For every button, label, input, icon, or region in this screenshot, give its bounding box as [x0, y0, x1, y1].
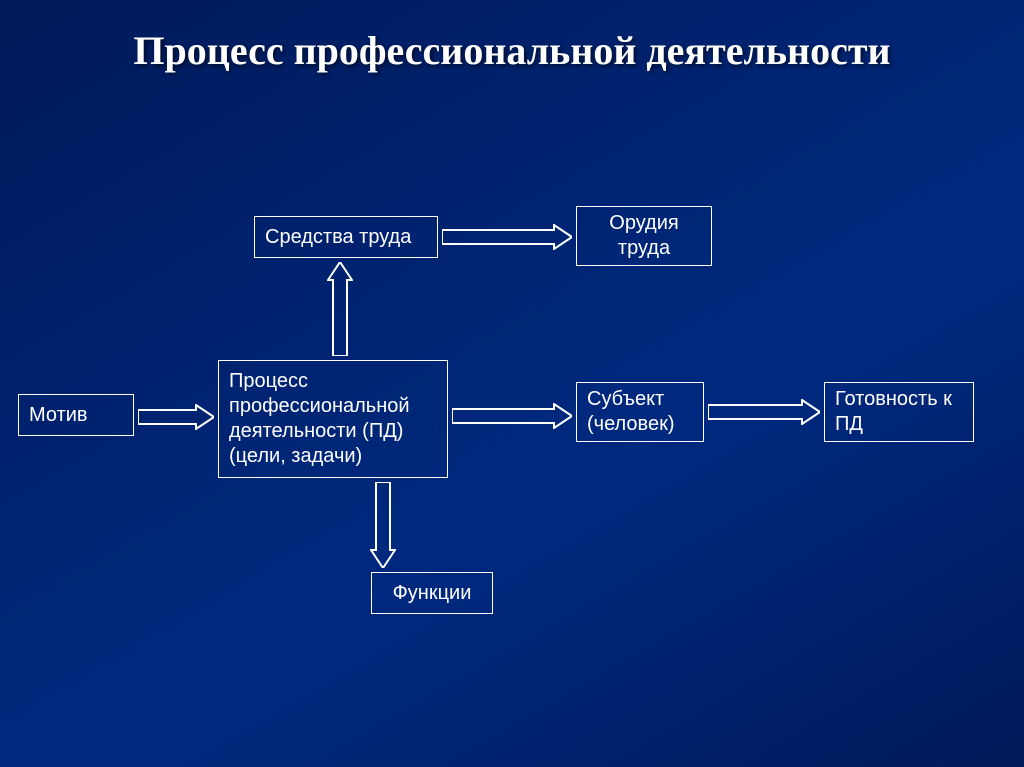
arrow-means-to-tools	[442, 224, 572, 255]
arrow-motive-to-process	[138, 404, 214, 435]
node-subject-label: Субъект (человек)	[587, 387, 693, 437]
arrow-subject-to-ready	[708, 399, 820, 430]
arrow-process-to-means	[327, 262, 353, 361]
page-title: Процесс профессиональной деятельности	[0, 28, 1024, 74]
arrow-process-to-functions	[370, 482, 396, 573]
arrow-process-to-subject	[452, 403, 572, 434]
node-process: Процесс профессиональной деятельности (П…	[218, 360, 448, 478]
node-subject: Субъект (человек)	[576, 382, 704, 442]
node-means: Средства труда	[254, 216, 438, 258]
node-process-label: Процесс профессиональной деятельности (П…	[229, 369, 437, 469]
page-title-text: Процесс профессиональной деятельности	[133, 28, 890, 73]
node-tools-label: Орудия труда	[587, 211, 701, 261]
node-motive: Мотив	[18, 394, 134, 436]
node-ready: Готовность к ПД	[824, 382, 974, 442]
node-means-label: Средства труда	[265, 225, 411, 250]
node-tools: Орудия труда	[576, 206, 712, 266]
node-functions: Функции	[371, 572, 493, 614]
node-motive-label: Мотив	[29, 403, 88, 428]
node-ready-label: Готовность к ПД	[835, 387, 963, 437]
node-functions-label: Функции	[393, 581, 472, 606]
diagram-stage: Процесс профессиональной деятельности Мо…	[0, 0, 1024, 767]
